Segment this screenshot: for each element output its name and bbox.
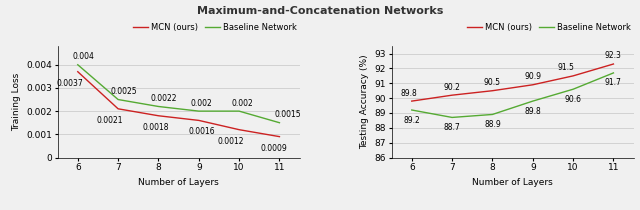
- MCN (ours): [488, 89, 496, 92]
- Text: 89.2: 89.2: [403, 116, 420, 125]
- X-axis label: Number of Layers: Number of Layers: [472, 178, 553, 187]
- Text: 0.0015: 0.0015: [275, 110, 301, 119]
- Line: Baseline Network: Baseline Network: [78, 65, 280, 123]
- Text: 88.7: 88.7: [444, 123, 460, 132]
- Y-axis label: Training Loss: Training Loss: [12, 73, 20, 131]
- Legend: MCN (ours), Baseline Network: MCN (ours), Baseline Network: [463, 19, 634, 35]
- Baseline Network: [609, 72, 617, 74]
- Baseline Network: [155, 105, 163, 108]
- Text: 0.0022: 0.0022: [151, 94, 177, 103]
- Text: 91.5: 91.5: [557, 63, 575, 72]
- Text: 0.0009: 0.0009: [260, 143, 287, 152]
- Baseline Network: [115, 98, 122, 101]
- Line: MCN (ours): MCN (ours): [78, 72, 280, 137]
- MCN (ours): [155, 114, 163, 117]
- MCN (ours): [408, 100, 415, 102]
- Text: 89.8: 89.8: [401, 89, 417, 98]
- Text: 0.0021: 0.0021: [97, 116, 123, 125]
- Baseline Network: [276, 121, 284, 124]
- Text: 88.9: 88.9: [484, 120, 500, 129]
- MCN (ours): [609, 63, 617, 65]
- MCN (ours): [569, 75, 577, 77]
- Text: 0.0025: 0.0025: [110, 87, 137, 96]
- Text: 0.002: 0.002: [231, 98, 253, 108]
- Text: 0.0012: 0.0012: [218, 136, 244, 146]
- Text: 90.6: 90.6: [564, 95, 582, 104]
- Baseline Network: [195, 110, 203, 112]
- MCN (ours): [115, 108, 122, 110]
- Text: 0.002: 0.002: [191, 98, 212, 108]
- Baseline Network: [529, 100, 536, 102]
- MCN (ours): [448, 94, 456, 96]
- Text: 0.004: 0.004: [72, 52, 94, 61]
- Text: 0.0018: 0.0018: [143, 123, 169, 132]
- Y-axis label: Testing Accuracy (%): Testing Accuracy (%): [360, 55, 369, 149]
- Line: MCN (ours): MCN (ours): [412, 64, 613, 101]
- Baseline Network: [74, 63, 82, 66]
- Text: 89.8: 89.8: [524, 107, 541, 116]
- Text: 92.3: 92.3: [605, 51, 622, 60]
- MCN (ours): [195, 119, 203, 122]
- Text: Maximum-and-Concatenation Networks: Maximum-and-Concatenation Networks: [197, 6, 443, 16]
- MCN (ours): [276, 135, 284, 138]
- Text: 91.7: 91.7: [605, 78, 622, 87]
- Baseline Network: [488, 113, 496, 116]
- Text: 90.5: 90.5: [484, 78, 501, 87]
- MCN (ours): [529, 84, 536, 86]
- Baseline Network: [448, 116, 456, 119]
- Text: 90.2: 90.2: [444, 83, 461, 92]
- Text: 0.0016: 0.0016: [188, 127, 215, 136]
- Line: Baseline Network: Baseline Network: [412, 73, 613, 117]
- Legend: MCN (ours), Baseline Network: MCN (ours), Baseline Network: [129, 19, 300, 35]
- Baseline Network: [408, 109, 415, 111]
- MCN (ours): [236, 128, 243, 131]
- MCN (ours): [74, 70, 82, 73]
- Baseline Network: [569, 88, 577, 91]
- Text: 0.0037: 0.0037: [56, 79, 83, 88]
- X-axis label: Number of Layers: Number of Layers: [138, 178, 219, 187]
- Baseline Network: [236, 110, 243, 112]
- Text: 90.9: 90.9: [524, 72, 541, 81]
